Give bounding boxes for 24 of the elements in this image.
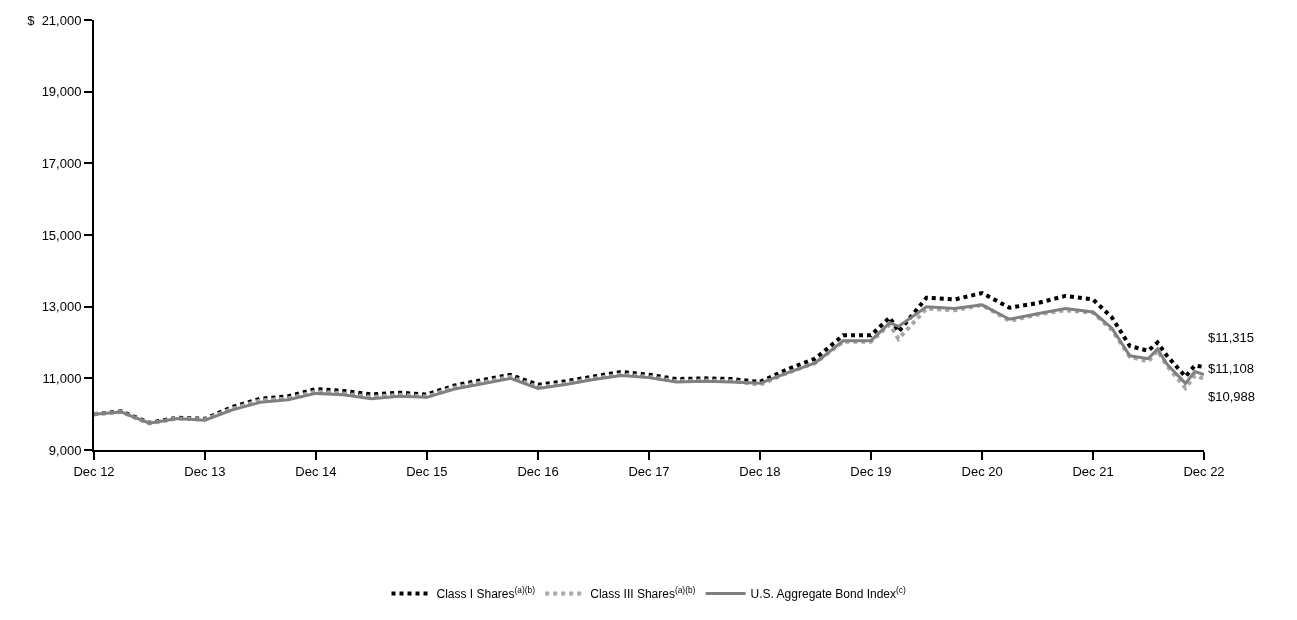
x-tick-label: Dec 21 (1072, 463, 1114, 479)
x-tick-label: Dec 14 (295, 463, 337, 479)
annotation: $11,315 (1208, 330, 1255, 345)
legend-label: U.S. Aggregate Bond Index$^{(c)}$ (750, 585, 907, 602)
x-tick-label: Dec 22 (1183, 463, 1225, 479)
annotation: $11,108 (1208, 361, 1255, 376)
x-tick-label: Dec 19 (850, 463, 892, 479)
y-tick-label: 11,000 (42, 370, 82, 386)
legend-label: Class III Shares$^{(a)(b)}$ (590, 585, 696, 602)
y-tick-label: 17,000 (41, 155, 82, 171)
y-tick-label: 19,000 (41, 84, 82, 100)
x-tick-label: Dec 12 (73, 463, 115, 479)
legend-label: Class I Shares$^{(a)(b)}$ (436, 585, 536, 602)
y-tick-label: 13,000 (41, 299, 82, 315)
y-tick-label: 15,000 (41, 227, 82, 243)
x-tick-label: Dec 13 (184, 463, 226, 479)
x-tick-label: Dec 18 (739, 463, 781, 479)
x-tick-label: Dec 20 (961, 463, 1003, 479)
annotation: $10,988 (1208, 389, 1255, 404)
y-tick-label: $ 21,000 (27, 12, 82, 28)
y-tick-label: 9,000 (48, 442, 82, 458)
x-tick-label: Dec 15 (406, 463, 448, 479)
x-tick-label: Dec 17 (628, 463, 670, 479)
x-tick-label: Dec 16 (517, 463, 559, 479)
